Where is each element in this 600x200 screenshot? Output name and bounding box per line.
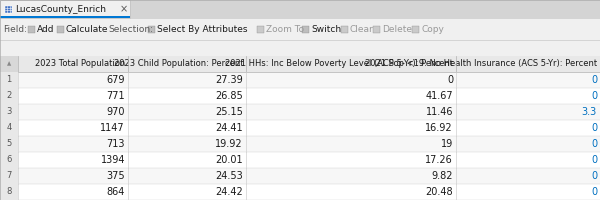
Text: 0: 0 [591, 75, 597, 85]
Text: 16.92: 16.92 [425, 123, 453, 133]
Text: 0: 0 [447, 75, 453, 85]
Text: Calculate: Calculate [66, 24, 109, 33]
Text: 1: 1 [7, 75, 11, 84]
Text: LucasCounty_Enrich: LucasCounty_Enrich [15, 4, 106, 14]
Text: 1394: 1394 [101, 155, 125, 165]
Text: 20.01: 20.01 [215, 155, 243, 165]
Text: 17.26: 17.26 [425, 155, 453, 165]
Bar [0, 104, 600, 120]
Text: 24.41: 24.41 [215, 123, 243, 133]
Text: 26.85: 26.85 [215, 91, 243, 101]
Text: 5: 5 [7, 140, 11, 148]
Text: 771: 771 [106, 91, 125, 101]
Text: 24.42: 24.42 [215, 187, 243, 197]
Bar [0, 168, 600, 184]
Bar [0, 184, 600, 200]
Text: 25.15: 25.15 [215, 107, 243, 117]
Text: 20.48: 20.48 [425, 187, 453, 197]
Text: 3.3: 3.3 [582, 107, 597, 117]
Bar [0, 152, 18, 168]
Bar [148, 25, 155, 32]
Text: 2: 2 [7, 92, 11, 100]
Bar [0, 120, 18, 136]
Text: 0: 0 [591, 123, 597, 133]
Bar [0, 184, 18, 200]
Text: 864: 864 [107, 187, 125, 197]
Bar [341, 25, 348, 32]
Bar [0, 168, 18, 184]
Text: 0: 0 [591, 187, 597, 197]
Text: 27.39: 27.39 [215, 75, 243, 85]
Bar [5, 5, 12, 12]
Text: 4: 4 [7, 123, 11, 132]
Bar [0, 120, 600, 136]
Bar [0, 104, 18, 120]
Text: 679: 679 [107, 75, 125, 85]
Text: 2023 Child Population: Percent: 2023 Child Population: Percent [113, 60, 243, 68]
Text: 2023 Total Population: 2023 Total Population [35, 60, 125, 68]
Text: ▲: ▲ [7, 62, 11, 66]
Text: Delete: Delete [382, 24, 412, 33]
Bar [0, 136, 600, 152]
Bar [28, 25, 35, 32]
Text: 3: 3 [7, 108, 11, 116]
Text: 11.46: 11.46 [425, 107, 453, 117]
Text: Add: Add [37, 24, 55, 33]
Text: 8: 8 [7, 188, 11, 196]
Bar [0, 152, 600, 168]
Bar [0, 72, 600, 88]
Bar [0, 136, 18, 152]
Text: Select By Attributes: Select By Attributes [157, 24, 248, 33]
Text: Field:: Field: [3, 24, 27, 33]
Bar [57, 25, 64, 32]
Text: 1147: 1147 [100, 123, 125, 133]
Text: Clear: Clear [350, 24, 374, 33]
Text: Copy: Copy [421, 24, 444, 33]
Bar [0, 88, 600, 104]
Bar [0, 72, 18, 88]
Bar [0, 16, 130, 18]
Text: 0: 0 [591, 91, 597, 101]
Text: 2021 HHs: Inc Below Poverty Level (ACS 5-Yr): Percent: 2021 HHs: Inc Below Poverty Level (ACS 5… [225, 60, 453, 68]
Text: 375: 375 [106, 171, 125, 181]
Bar [412, 25, 419, 32]
Bar [0, 0, 130, 18]
Bar [0, 18, 600, 40]
Text: 713: 713 [107, 139, 125, 149]
Bar [0, 56, 18, 72]
Bar [373, 25, 380, 32]
Bar [0, 0, 600, 18]
Text: 41.67: 41.67 [425, 91, 453, 101]
Bar [257, 25, 264, 32]
Text: 2021 Pop <19: No Health Insurance (ACS 5-Yr): Percent: 2021 Pop <19: No Health Insurance (ACS 5… [365, 60, 597, 68]
Bar [0, 88, 18, 104]
Text: 7: 7 [7, 171, 11, 180]
Text: 0: 0 [591, 171, 597, 181]
Text: Selection:: Selection: [108, 24, 153, 33]
Text: 0: 0 [591, 139, 597, 149]
Text: 0: 0 [591, 155, 597, 165]
Text: 19.92: 19.92 [215, 139, 243, 149]
Text: 6: 6 [7, 156, 11, 164]
Text: 19: 19 [441, 139, 453, 149]
Bar [0, 56, 600, 72]
Text: ×: × [120, 4, 128, 14]
Bar [302, 25, 309, 32]
Text: 9.82: 9.82 [431, 171, 453, 181]
Text: 970: 970 [107, 107, 125, 117]
Text: 24.53: 24.53 [215, 171, 243, 181]
Text: Zoom To: Zoom To [266, 24, 304, 33]
Text: Switch: Switch [311, 24, 341, 33]
